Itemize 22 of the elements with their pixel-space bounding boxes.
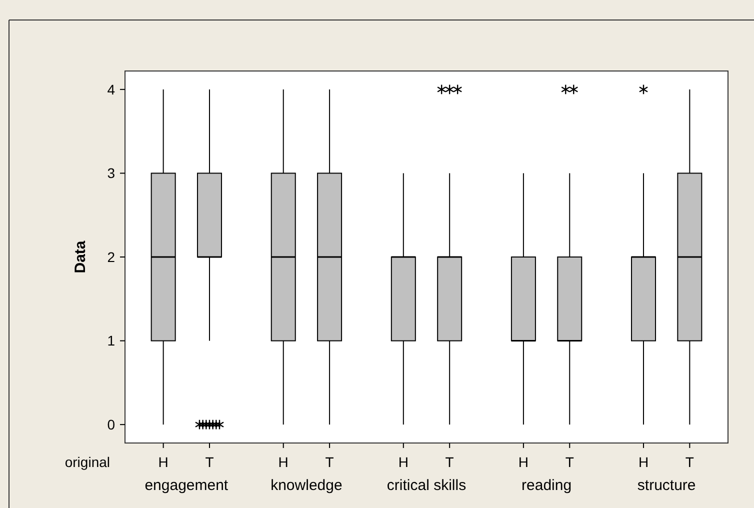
text: critical skills: [386, 477, 466, 494]
x-tick-label: T: [565, 454, 574, 470]
x-tick-label: T: [325, 454, 334, 470]
y-tick-label: 0: [107, 416, 116, 432]
text: knowledge: [270, 477, 342, 494]
x-tick-label: H: [278, 454, 288, 470]
y-tick-label: 1: [107, 332, 116, 349]
text: engagement: [144, 477, 229, 494]
x-tick-label: T: [685, 454, 694, 470]
x-tick-label: H: [398, 454, 408, 470]
x-tick-label: T: [445, 454, 454, 470]
y-tick-label: 4: [107, 81, 116, 98]
y-tick-label: 3: [107, 165, 116, 182]
x-tick-label: H: [158, 454, 168, 470]
y-axis-title: Data: [72, 240, 89, 274]
x-tick-label: H: [518, 454, 529, 470]
x-tick-label: H: [638, 454, 649, 470]
y-tick-label: 2: [107, 248, 116, 265]
x-tick-label: T: [205, 454, 214, 470]
x-axis-title: original: [64, 454, 110, 470]
text: reading: [522, 477, 572, 494]
text: structure: [637, 477, 696, 494]
